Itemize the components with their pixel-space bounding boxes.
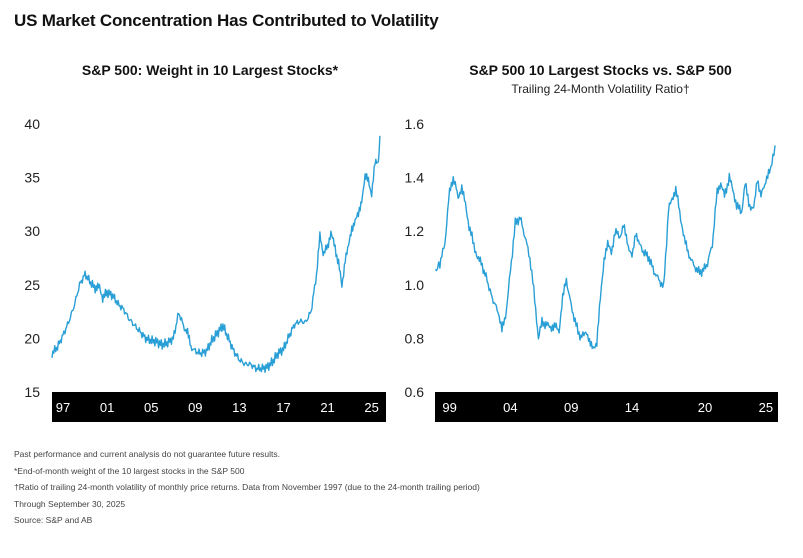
- y-tick-label: 20: [24, 330, 40, 346]
- y-tick-label: 25: [24, 277, 40, 293]
- x-axis-band: [435, 392, 778, 422]
- x-tick-label: 14: [625, 400, 639, 415]
- x-tick-label: 99: [442, 400, 456, 415]
- x-tick-label: 17: [276, 400, 290, 415]
- footnote-disclaimer: Past performance and current analysis do…: [14, 449, 281, 459]
- x-tick-label: 21: [320, 400, 334, 415]
- x-axis-band: [52, 392, 386, 422]
- y-tick-label: 30: [24, 223, 40, 239]
- y-tick-label: 35: [24, 170, 40, 186]
- series-line: [434, 145, 776, 350]
- left-chart-title: S&P 500: Weight in 10 Largest Stocks*: [81, 62, 339, 78]
- footnote-source: Source: S&P and AB: [14, 515, 93, 525]
- x-tick-label: 09: [188, 400, 202, 415]
- y-tick-label: 1.2: [405, 223, 425, 239]
- footnote-dagger: †Ratio of trailing 24-month volatility o…: [14, 482, 480, 492]
- y-tick-label: 40: [24, 116, 40, 132]
- y-tick-label: 1.0: [405, 277, 425, 293]
- x-tick-label: 20: [698, 400, 712, 415]
- series-line: [51, 135, 381, 373]
- right-chart-title: S&P 500 10 Largest Stocks vs. S&P 500: [469, 62, 732, 78]
- x-tick-label: 97: [56, 400, 70, 415]
- x-tick-label: 05: [144, 400, 158, 415]
- page-title: US Market Concentration Has Contributed …: [14, 11, 439, 30]
- y-tick-label: 0.8: [405, 330, 425, 346]
- x-tick-label: 04: [503, 400, 517, 415]
- y-tick-label: 1.4: [405, 170, 425, 186]
- right-chart-subtitle: Trailing 24-Month Volatility Ratio†: [511, 82, 690, 96]
- x-tick-label: 01: [100, 400, 114, 415]
- x-tick-label: 13: [232, 400, 246, 415]
- x-tick-label: 09: [564, 400, 578, 415]
- footnotes: Past performance and current analysis do…: [14, 446, 789, 529]
- x-tick-label: 25: [759, 400, 773, 415]
- y-tick-label: 1.6: [405, 116, 425, 132]
- y-tick-label: 15: [24, 384, 40, 400]
- footnote-through: Through September 30, 2025: [14, 498, 126, 509]
- footnote-star: *End-of-month weight of the 10 largest s…: [14, 465, 245, 476]
- y-tick-label: 0.6: [405, 384, 425, 400]
- x-tick-label: 25: [364, 400, 378, 415]
